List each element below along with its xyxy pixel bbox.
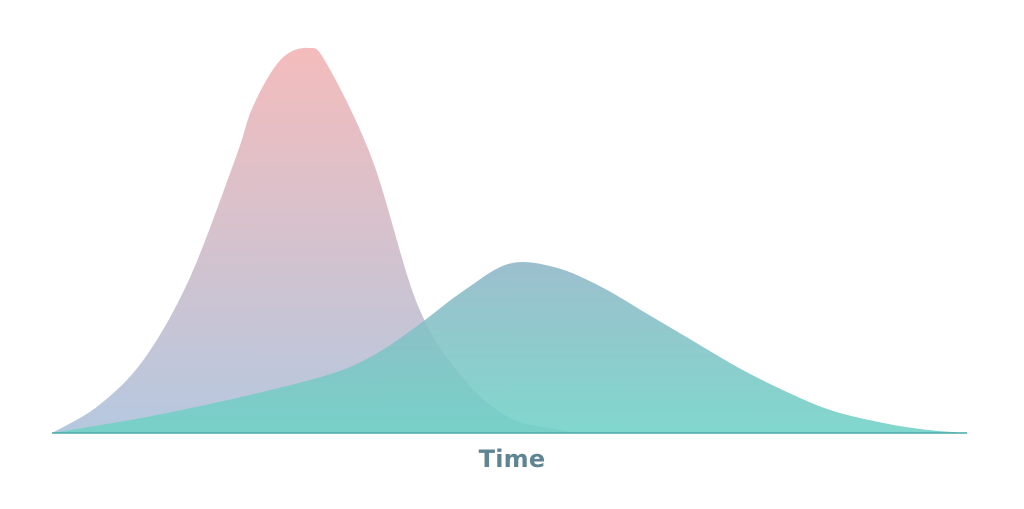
series-1-area (52, 47, 967, 434)
plot-area (52, 47, 967, 434)
series-2-area (52, 262, 967, 433)
x-axis-label: Time (478, 445, 546, 473)
